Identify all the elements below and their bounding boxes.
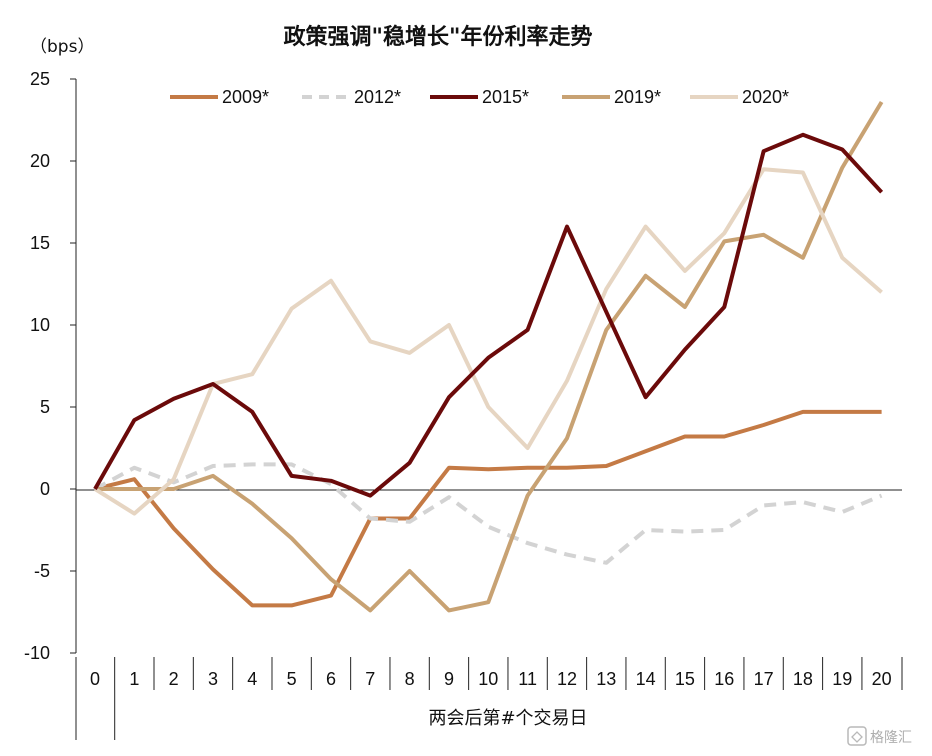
series-line-2009 xyxy=(94,409,882,608)
watermark-logo-icon xyxy=(847,726,867,746)
x-tick-label: 0 xyxy=(90,669,100,689)
legend: 2009* 2012* 2015* 2019* 2020* xyxy=(170,87,789,107)
legend-label: 2012* xyxy=(354,87,401,107)
y-tick-label: 20 xyxy=(30,151,50,171)
watermark-logo-mark xyxy=(851,731,863,743)
y-tick-label: 0 xyxy=(40,479,50,499)
watermark-text: 格隆汇 xyxy=(870,730,912,746)
x-tick-label: 9 xyxy=(444,669,454,689)
chart-title: 政策强调"稳增长"年份利率走势 xyxy=(284,24,593,50)
series-layer xyxy=(93,100,884,613)
y-tick-label: -10 xyxy=(24,643,50,663)
x-tick-label: 6 xyxy=(326,669,336,689)
x-tick-label: 4 xyxy=(247,669,257,689)
y-tick-label: 15 xyxy=(30,233,50,253)
x-tick-label: 16 xyxy=(714,669,734,689)
x-tick-label: 5 xyxy=(287,669,297,689)
y-tick-label: 5 xyxy=(40,397,50,417)
watermark: 格隆汇 xyxy=(847,726,912,746)
x-tick-label: 7 xyxy=(365,669,375,689)
x-tick-label: 18 xyxy=(793,669,813,689)
x-tick-label: 2 xyxy=(169,669,179,689)
y-tick-label: 10 xyxy=(30,315,50,335)
legend-label: 2020* xyxy=(742,87,789,107)
x-tick-label: 15 xyxy=(675,669,695,689)
x-tick-label: 8 xyxy=(405,669,415,689)
series-line-2020 xyxy=(93,167,883,516)
y-tick-label: 25 xyxy=(30,69,50,89)
x-tick-label: 11 xyxy=(518,669,537,689)
y-unit-label: （bps） xyxy=(30,37,94,57)
y-tick-label: -5 xyxy=(34,561,50,581)
x-axis-label: 两会后第#个交易日 xyxy=(428,708,587,729)
x-tick-label: 13 xyxy=(596,669,616,689)
x-tick-label: 1 xyxy=(129,669,139,689)
x-tick-label: 12 xyxy=(557,669,577,689)
x-tick-label: 17 xyxy=(754,669,774,689)
x-tick-label: 14 xyxy=(636,669,656,689)
x-tick-label: 10 xyxy=(478,669,498,689)
legend-label: 2015* xyxy=(482,87,529,107)
series-line-2019 xyxy=(95,100,884,613)
x-tick-label: 20 xyxy=(872,669,892,689)
series-line-2012 xyxy=(94,462,883,565)
x-tick-label: 3 xyxy=(208,669,218,689)
x-tick-label: 19 xyxy=(832,669,852,689)
legend-label: 2019* xyxy=(614,87,661,107)
legend-label: 2009* xyxy=(222,87,269,107)
series-line-2015 xyxy=(93,132,884,498)
